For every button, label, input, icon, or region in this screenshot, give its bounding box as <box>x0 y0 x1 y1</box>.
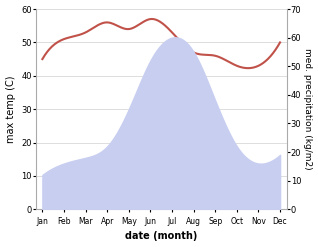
X-axis label: date (month): date (month) <box>125 231 197 242</box>
Y-axis label: med. precipitation (kg/m2): med. precipitation (kg/m2) <box>303 48 313 170</box>
Y-axis label: max temp (C): max temp (C) <box>5 75 16 143</box>
